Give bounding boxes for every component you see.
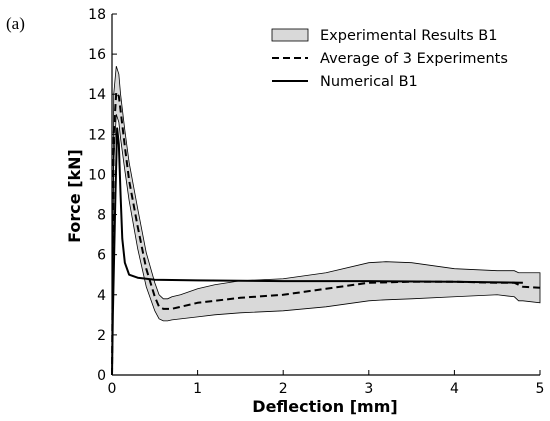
panel-label: (a) <box>6 14 25 33</box>
x-tick-label: 3 <box>364 381 373 397</box>
y-tick-label: 10 <box>88 167 106 183</box>
average-line <box>111 91 541 376</box>
y-tick-label: 4 <box>97 288 106 304</box>
plot-area <box>111 66 541 376</box>
y-axis-title: Force [kN] <box>65 149 84 243</box>
y-tick-label: 8 <box>97 208 106 224</box>
y-tick-label: 18 <box>88 7 106 23</box>
y-tick-label: 16 <box>88 47 106 63</box>
experimental-band <box>111 66 541 376</box>
legend-swatch-band <box>271 28 309 42</box>
y-tick-label: 2 <box>97 328 106 344</box>
y-tick-label: 0 <box>97 368 106 384</box>
legend-label: Numerical B1 <box>320 74 418 90</box>
x-tick-label: 1 <box>193 381 202 397</box>
x-tick-label: 5 <box>536 381 545 397</box>
x-tick-label: 0 <box>108 381 117 397</box>
y-tick-label: 14 <box>88 87 106 103</box>
numerical-line <box>111 127 523 376</box>
y-tick-label: 12 <box>88 127 106 143</box>
legend-label: Average of 3 Experiments <box>320 51 508 67</box>
legend-label: Experimental Results B1 <box>320 28 497 44</box>
x-tick-label: 2 <box>279 381 288 397</box>
y-tick-label: 6 <box>97 248 106 264</box>
x-tick-label: 4 <box>450 381 459 397</box>
legend: Experimental Results B1 Average of 3 Expe… <box>271 28 508 90</box>
x-axis-title: Deflection [mm] <box>252 397 397 416</box>
